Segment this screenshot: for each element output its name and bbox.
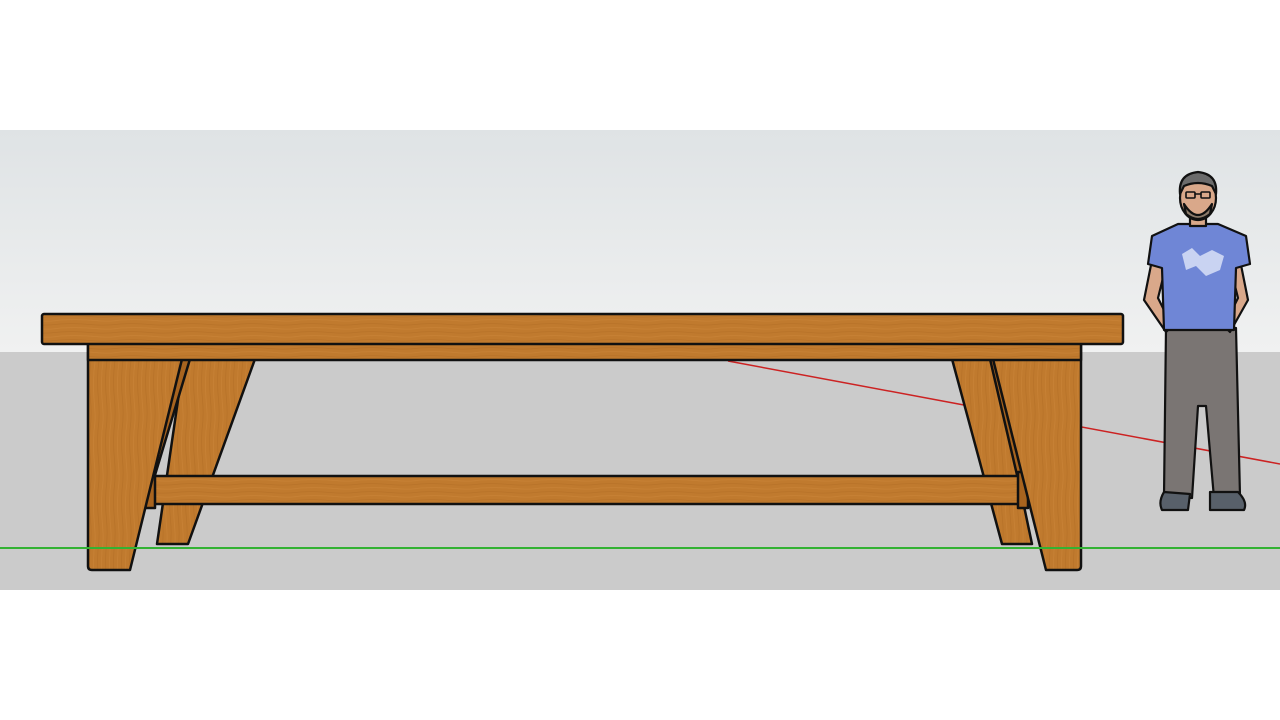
figure-right-shoe <box>1208 490 1247 512</box>
figure-beard <box>1182 202 1214 221</box>
table[interactable] <box>40 312 1125 572</box>
figure-left-shoe <box>1159 490 1192 512</box>
table-top <box>40 312 1125 346</box>
table-stretcher <box>148 474 1028 506</box>
figure-shirt <box>1146 222 1252 332</box>
table-front-left-leg <box>86 342 187 572</box>
figure-shirt-graphic <box>1182 248 1224 276</box>
glasses-icon <box>1185 191 1211 199</box>
figure-hair <box>1178 170 1218 196</box>
scale-figure[interactable] <box>1142 170 1252 512</box>
model-viewport[interactable] <box>0 130 1280 590</box>
table-front-right-leg <box>991 342 1083 572</box>
scene-canvas[interactable] <box>0 130 1280 590</box>
